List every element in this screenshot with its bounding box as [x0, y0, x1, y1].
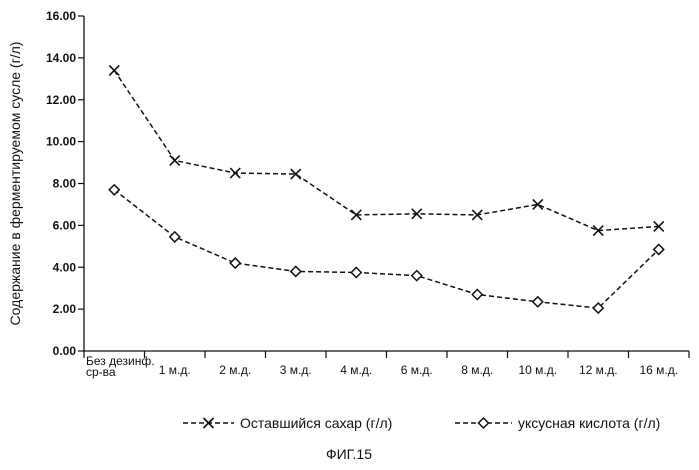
- series-1-point: [109, 65, 119, 75]
- x-tick-label: 1 м.д.: [159, 363, 191, 377]
- y-tick-label: 4.00: [53, 260, 77, 274]
- x-tick-label: 10 м.д.: [518, 363, 557, 377]
- x-tick-label: 3 м.д.: [280, 363, 312, 377]
- y-tick-label: 2.00: [53, 302, 77, 316]
- series-line-1: [114, 70, 659, 230]
- axes: [84, 16, 689, 351]
- y-axis-label: Содержание в ферментируемом сусле (г/л): [7, 42, 23, 326]
- y-tick-label: 0.00: [53, 344, 77, 358]
- series-1-point: [230, 168, 240, 178]
- legend-marker-2: [479, 418, 489, 428]
- y-ticks: 0.00 2.00 4.00 6.00 8.00 10.00 12.00 14.00 16.00: [46, 9, 84, 358]
- y-axis-label-group: Содержание в ферментируемом сусле (г/л): [7, 42, 23, 326]
- x-tick-label: 4 м.д.: [340, 363, 372, 377]
- series-2-point: [170, 232, 180, 242]
- y-tick-label: 10.00: [46, 135, 76, 149]
- series-1-point: [170, 155, 180, 165]
- x-tick-label: Без дезинф.ср-ва: [86, 354, 155, 379]
- series-line-2: [114, 190, 659, 308]
- figure-caption: ФИГ.15: [326, 446, 372, 462]
- legend: Оставшийся сахар (г/л) уксусная кислота (…: [183, 415, 660, 431]
- x-tick-label: 16 м.д.: [639, 363, 678, 377]
- y-tick-label: 14.00: [46, 51, 76, 65]
- y-tick-label: 12.00: [46, 93, 76, 107]
- series-2-point: [412, 271, 422, 281]
- series-2-point: [472, 289, 482, 299]
- series-layer: [109, 65, 664, 313]
- y-tick-label: 6.00: [53, 218, 77, 232]
- x-tick-label: 8 м.д.: [461, 363, 493, 377]
- y-tick-label: 16.00: [46, 9, 76, 23]
- x-tick-label: 6 м.д.: [401, 363, 433, 377]
- y-tick-label: 8.00: [53, 177, 77, 191]
- x-tick-label-line: ср-ва: [86, 365, 116, 379]
- series-2-point: [291, 266, 301, 276]
- x-tick-label: 2 м.д.: [219, 363, 251, 377]
- series-2-point: [533, 297, 543, 307]
- legend-label-1: Оставшийся сахар (г/л): [240, 415, 392, 431]
- series-2-point: [230, 258, 240, 268]
- x-tick-label: 12 м.д.: [579, 363, 618, 377]
- series-2-point: [654, 244, 664, 254]
- legend-label-2: уксусная кислота (г/л): [518, 415, 660, 431]
- series-2-point: [351, 267, 361, 277]
- x-ticks: Без дезинф.ср-ва 1 м.д. 2 м.д. 3 м.д. 4 м.д.…: [84, 351, 689, 379]
